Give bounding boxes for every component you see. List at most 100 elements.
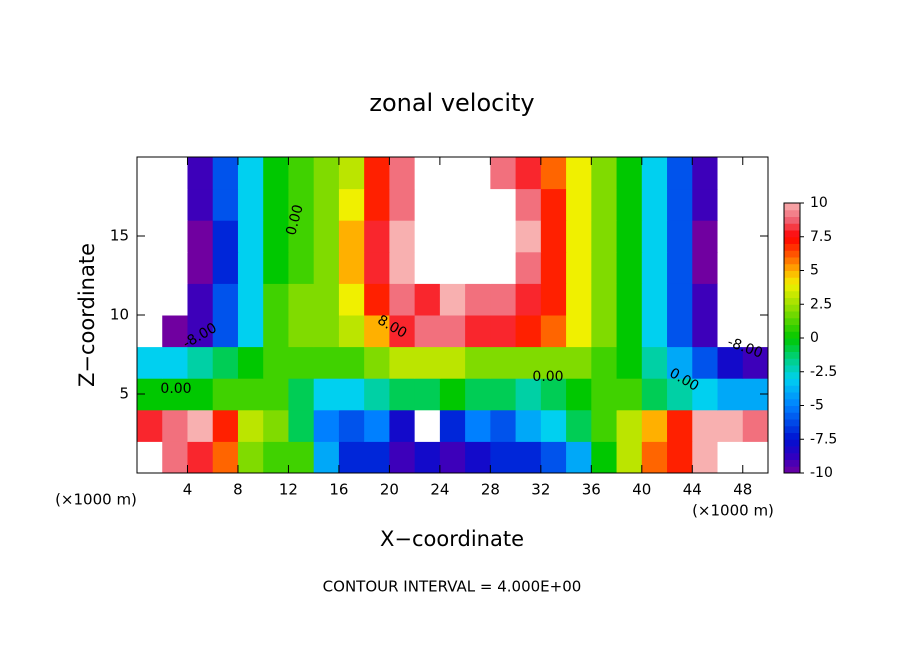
cell — [162, 251, 188, 284]
cell — [288, 378, 315, 411]
cell — [313, 441, 340, 474]
cell — [162, 409, 188, 442]
x-tick-label: 48 — [733, 481, 752, 499]
cell — [313, 346, 340, 379]
cell — [414, 441, 441, 474]
cell — [338, 188, 365, 221]
cell — [288, 441, 315, 474]
cell — [717, 409, 744, 442]
colorbar-band — [784, 263, 800, 271]
colorbar-band — [784, 236, 800, 244]
cell — [162, 157, 188, 190]
cell — [212, 315, 239, 348]
cell — [566, 315, 592, 348]
cell — [389, 251, 416, 284]
cell — [641, 157, 668, 190]
cell — [717, 157, 744, 190]
cell — [667, 251, 693, 284]
colorbar-band — [784, 311, 800, 319]
colorbar-tick-label: -10 — [810, 465, 833, 481]
cell — [591, 251, 618, 284]
cell — [717, 220, 744, 253]
cell — [137, 409, 163, 442]
x-unit: (×1000 m) — [692, 502, 774, 520]
cell — [692, 251, 719, 284]
cell — [490, 378, 517, 411]
cell — [616, 441, 643, 474]
cell — [263, 283, 289, 316]
cell — [616, 188, 643, 221]
colorbar-band — [784, 338, 800, 346]
cell — [187, 378, 214, 411]
cell — [465, 315, 491, 348]
cell — [540, 409, 567, 442]
cell — [414, 346, 441, 379]
cell — [439, 378, 466, 411]
cell — [288, 346, 315, 379]
cell — [465, 220, 491, 253]
cell — [742, 441, 769, 474]
cell — [364, 188, 390, 221]
cell — [591, 157, 618, 190]
colorbar-band — [784, 419, 800, 427]
cell — [364, 378, 390, 411]
cell — [162, 188, 188, 221]
colorbar-tick-label: 0 — [810, 330, 819, 346]
cell — [566, 378, 592, 411]
cell — [212, 409, 239, 442]
colorbar-band — [784, 392, 800, 400]
cell — [439, 441, 466, 474]
colorbar-band — [784, 398, 800, 406]
cell — [540, 315, 567, 348]
colorbar-band — [784, 324, 800, 332]
cell — [641, 251, 668, 284]
cell — [692, 283, 719, 316]
cell — [566, 441, 592, 474]
cell — [692, 409, 719, 442]
cell — [742, 157, 769, 190]
cell — [540, 188, 567, 221]
colorbar-band — [784, 250, 800, 258]
cell — [263, 251, 289, 284]
colorbar-band — [784, 452, 800, 460]
cell — [515, 220, 542, 253]
y-axis-label: Z−coordinate — [75, 243, 99, 387]
cell — [717, 441, 744, 474]
cell — [162, 378, 188, 411]
y-tick-label: 5 — [119, 385, 129, 403]
cell — [338, 346, 365, 379]
cell — [439, 409, 466, 442]
x-axis-label: X−coordinate — [380, 527, 524, 551]
cell — [414, 188, 441, 221]
cell — [389, 315, 416, 348]
cell — [465, 378, 491, 411]
colorbar-tick-label: -7.5 — [810, 431, 837, 447]
colorbar-band — [784, 216, 800, 224]
cell — [566, 346, 592, 379]
contour-label: 0.00 — [532, 369, 563, 385]
cell — [389, 346, 416, 379]
cell — [667, 283, 693, 316]
cell — [515, 409, 542, 442]
y-tick-label: 10 — [110, 306, 129, 324]
colorbar-band — [784, 270, 800, 278]
cell — [338, 441, 365, 474]
cell — [667, 409, 693, 442]
cell — [137, 315, 163, 348]
colorbar-band — [784, 358, 800, 366]
field — [137, 157, 769, 474]
colorbar-band — [784, 203, 800, 211]
cell — [187, 220, 214, 253]
cell — [338, 220, 365, 253]
colorbar-tick-label: 10 — [810, 195, 828, 211]
colorbar-tick-label: 7.5 — [810, 229, 832, 245]
cell — [414, 283, 441, 316]
cell — [212, 157, 239, 190]
cell — [364, 251, 390, 284]
cell — [465, 283, 491, 316]
cell — [717, 188, 744, 221]
cell — [641, 188, 668, 221]
colorbar-band — [784, 365, 800, 373]
cell — [439, 157, 466, 190]
